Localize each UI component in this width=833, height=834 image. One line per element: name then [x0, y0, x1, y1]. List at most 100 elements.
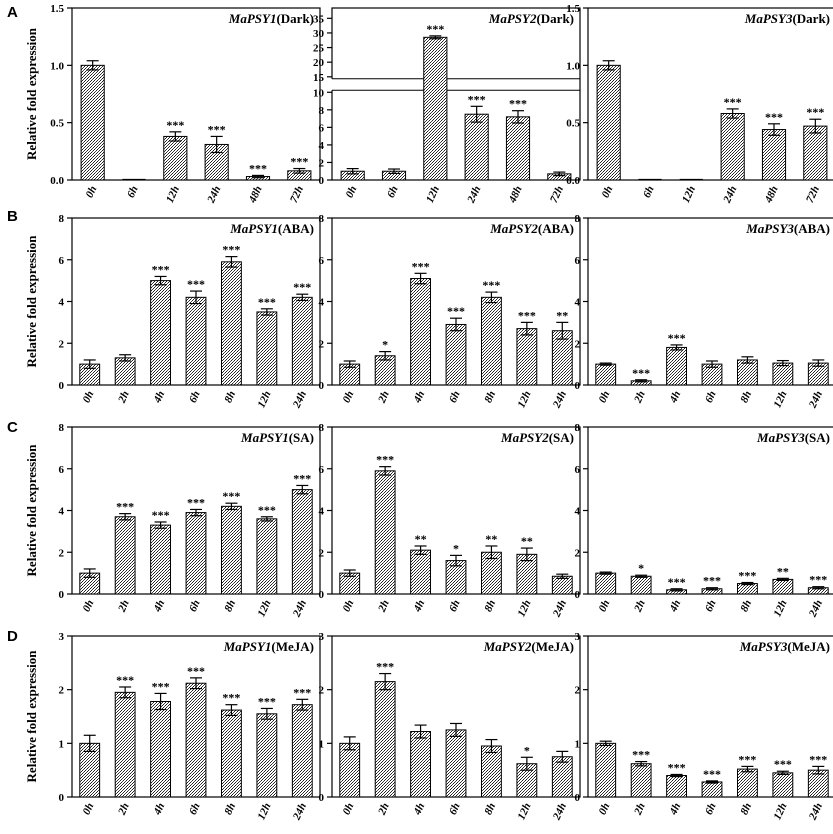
significance-stars: ** [415, 532, 427, 546]
bar [595, 572, 617, 595]
bar [595, 363, 617, 386]
chart-panel: 0.0 0.5 1.0 1.5 MaPSY3(Dark) 0h 6h 12h *** 24h ***… [566, 3, 833, 206]
chart-panel: 0.0 0.5 1.0 1.5 MaPSY1(Dark) 0h 6h *** 12h *** 24h… [50, 3, 321, 206]
x-tick-label: 12h [771, 598, 789, 619]
significance-stars: ** [521, 534, 533, 548]
panel-title: MaPSY2(ABA) [489, 221, 574, 236]
error-bar [599, 571, 612, 575]
bar [410, 731, 431, 798]
x-tick-label: 4h [151, 801, 167, 818]
error-bar [210, 135, 223, 154]
error-bar [414, 272, 427, 285]
x-tick-label: 2h [376, 389, 392, 406]
x-tick-label: 72h [548, 184, 566, 205]
y-tick-label: 4 [575, 297, 581, 309]
plot-frame [587, 217, 833, 386]
significance-stars: *** [249, 161, 267, 175]
significance-stars: *** [187, 277, 205, 291]
error-bar [553, 171, 566, 177]
y-tick-label: 3 [319, 631, 325, 643]
x-tick-label: 0h [81, 801, 97, 817]
x-tick-label: 12h [680, 184, 698, 205]
x-tick-label: 6h [385, 184, 401, 200]
y-tick-label: 10 [313, 87, 325, 99]
x-tick-label: 12h [255, 389, 273, 410]
error-bar [599, 362, 612, 366]
error-bar [768, 123, 780, 136]
significance-stars: *** [703, 767, 721, 781]
error-bar [450, 722, 462, 737]
y-tick-label: 0 [59, 589, 65, 601]
y-tick-label: 1.0 [50, 60, 64, 72]
error-bar [293, 167, 306, 174]
error-bar [809, 118, 822, 134]
significance-stars: *** [290, 155, 308, 169]
significance-stars: *** [703, 574, 721, 588]
error-bar [225, 502, 238, 511]
panel-title-gene: MaPSY2 [500, 430, 549, 445]
significance-stars: *** [187, 664, 205, 678]
bar [551, 756, 573, 798]
y-axis-label: Relative fold expression [24, 235, 39, 368]
panel-letter: A [7, 4, 18, 21]
error-bar [414, 545, 427, 555]
x-tick-label: 8h [222, 598, 238, 614]
significance-stars: *** [293, 280, 311, 294]
x-tick-label: 0h [341, 389, 357, 405]
significance-stars: *** [152, 679, 170, 693]
y-tick-label: 0 [59, 380, 65, 392]
error-bar [670, 588, 683, 592]
error-bar [225, 704, 238, 717]
significance-stars: *** [166, 118, 184, 132]
axis-break [326, 78, 334, 91]
x-tick-label: 0h [341, 801, 357, 817]
x-tick-label: 0h [597, 389, 613, 405]
bar [114, 357, 136, 386]
y-tick-label: 20 [313, 57, 325, 69]
panel-title-condition: (MeJA) [271, 639, 314, 654]
x-tick-label: 48h [246, 184, 265, 205]
y-tick-label: 2 [319, 685, 325, 697]
error-bar [706, 360, 718, 368]
y-tick-label: 8 [59, 422, 65, 434]
y-tick-label: 0 [575, 380, 581, 392]
error-bar [83, 359, 96, 369]
error-bar [190, 508, 202, 517]
x-tick-label: 12h [255, 598, 273, 619]
chart-panel: 0 2 4 6 8 MaPSY1(ABA) 0h 2h *** 4h *** 6h *** 8h *** 12… [59, 213, 321, 411]
error-bar [379, 672, 392, 691]
panel-letter: C [7, 419, 18, 436]
significance-stars: *** [447, 304, 465, 318]
bar [737, 359, 758, 386]
y-tick-label: 2 [59, 338, 65, 350]
x-tick-label: 24h [205, 184, 224, 205]
x-tick-label: 8h [222, 801, 238, 817]
error-bar [812, 359, 825, 367]
x-tick-label: 6h [447, 801, 463, 817]
panel-title-condition: (ABA) [538, 221, 574, 236]
y-tick-label: 2 [319, 547, 325, 559]
error-bar [343, 360, 356, 368]
bar [256, 311, 278, 386]
bar [630, 763, 652, 798]
error-bar [512, 110, 524, 124]
x-tick-label: 24h [806, 801, 825, 822]
significance-stars: *** [632, 748, 650, 762]
x-tick-label: 0h [597, 598, 613, 614]
significance-stars: ** [485, 532, 497, 546]
y-axis-label: Relative fold expression [24, 650, 39, 783]
y-tick-label: 1.5 [566, 3, 580, 15]
y-tick-label: 0.0 [566, 175, 580, 187]
significance-stars: *** [222, 691, 240, 705]
y-axis-label: Relative fold expression [24, 444, 39, 577]
error-bar [556, 750, 569, 763]
chart-panel: 0 2 4 6 8 MaPSY3(ABA) 0h *** 2h *** 4h 6h 8h 12h 24h [575, 213, 833, 411]
error-bar [706, 587, 718, 591]
x-tick-label: 2h [632, 389, 648, 406]
panel-title-condition: (Dark) [276, 11, 314, 26]
x-tick-label: 4h [411, 389, 427, 406]
plot-frame [587, 7, 833, 181]
error-bar [154, 521, 167, 529]
